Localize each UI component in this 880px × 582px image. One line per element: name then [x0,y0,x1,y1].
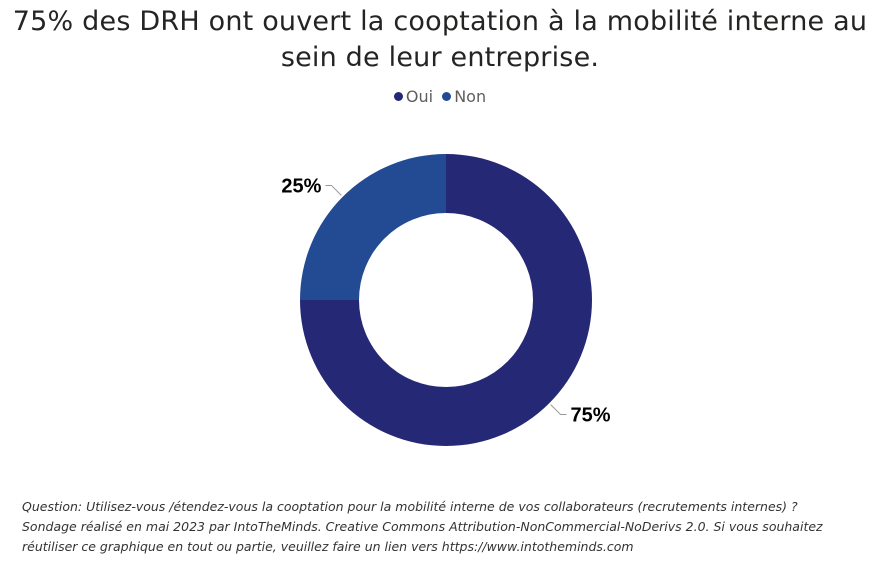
data-label-oui: 75% [571,405,611,427]
chart-legend: Oui Non [0,87,880,107]
footnote-line-1: Question: Utilisez-vous /étendez-vous la… [22,499,798,514]
donut-slice-non [300,154,446,300]
legend-label-oui: Oui [405,87,434,106]
legend-item-non: Non [442,87,486,107]
donut-slice-oui [300,154,592,446]
leader-line-oui [550,404,567,416]
chart-title-line-1: 75% des DRH ont ouvert la cooptation à l… [12,6,868,37]
footnote-line-3: réutiliser ce graphique en tout ou parti… [22,539,634,554]
legend-label-non: Non [454,87,487,106]
leader-line-non [325,184,342,196]
data-label-non: 25% [281,175,321,197]
chart-title-line-2: sein de leur entreprise. [280,42,600,73]
legend-swatch-oui [393,92,403,101]
legend-swatch-non [442,92,452,101]
chart-title: 75% des DRH ont ouvert la cooptation à l… [0,4,880,76]
footnote: Question: Utilisez-vous /étendez-vous la… [22,497,872,557]
footnote-line-2: Sondage réalisé en mai 2023 par IntoTheM… [22,519,823,534]
legend-item-oui: Oui [393,87,434,107]
